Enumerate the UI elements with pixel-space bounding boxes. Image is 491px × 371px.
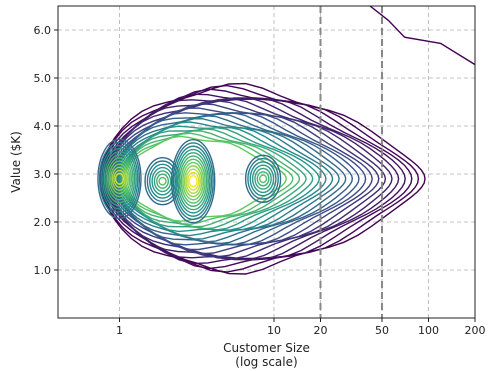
- contour-line: [118, 125, 321, 233]
- peak-contour: [177, 152, 209, 211]
- peak-contour: [175, 148, 211, 214]
- contour-line: [107, 99, 380, 258]
- contour-line: [120, 128, 307, 230]
- peak-contour: [158, 176, 167, 186]
- x-tick-label: 20: [313, 324, 327, 337]
- peak-contour: [249, 161, 277, 197]
- y-axis-label: Value ($K): [9, 131, 23, 193]
- contour-line: [99, 82, 426, 275]
- peak-contour: [178, 155, 208, 208]
- peak-contour: [185, 168, 201, 194]
- y-tick-label: 5.0: [34, 72, 52, 85]
- peak-contour: [180, 158, 206, 204]
- peak-contour: [153, 170, 172, 193]
- peak-contour: [186, 171, 200, 191]
- x-axis-ticks: 1 10 20 50 100 200: [116, 318, 486, 337]
- contour-line: [117, 121, 327, 237]
- y-axis-ticks: 1.0 2.0 3.0 4.0 5.0 6.0: [34, 24, 58, 277]
- peak-contour: [188, 174, 198, 188]
- reference-lines: [319, 6, 383, 318]
- contour-line: [104, 96, 400, 261]
- peak-contour: [111, 166, 128, 192]
- y-tick-label: 1.0: [34, 264, 52, 277]
- tail-contour: [368, 6, 475, 66]
- y-tick-label: 4.0: [34, 120, 52, 133]
- peak-contour: [258, 174, 268, 184]
- peak-contour: [256, 171, 270, 187]
- peak-contour: [98, 141, 141, 216]
- peak-contour: [156, 173, 170, 189]
- peak-contour: [174, 145, 213, 217]
- peak-contour: [151, 166, 174, 196]
- y-tick-label: 2.0: [34, 216, 52, 229]
- contour-line: [119, 126, 314, 231]
- x-tick-label: 10: [267, 324, 281, 337]
- x-axis-sublabel: (log scale): [235, 355, 297, 369]
- peak-contour: [183, 165, 203, 198]
- y-tick-label: 6.0: [34, 24, 52, 37]
- peak-contour: [251, 164, 275, 194]
- peak-contour: [170, 138, 216, 224]
- contour-line: [116, 117, 334, 240]
- peak-contour: [113, 169, 126, 188]
- peak-contour: [114, 172, 125, 185]
- x-tick-label: 200: [465, 324, 486, 337]
- peak-contour: [100, 144, 139, 213]
- peak-contour: [97, 138, 142, 220]
- x-tick-label: 50: [375, 324, 389, 337]
- peak-contour: [247, 157, 279, 200]
- peak-contour: [105, 154, 134, 204]
- peak-contour: [108, 160, 131, 198]
- peak-contour: [254, 167, 272, 190]
- x-axis-label: Customer Size: [223, 341, 310, 355]
- peak-contour: [182, 161, 205, 201]
- peak-contour: [172, 142, 214, 221]
- x-tick-label: 1: [116, 324, 123, 337]
- peak-contour: [102, 147, 137, 210]
- y-tick-label: 3.0: [34, 168, 52, 181]
- peak-contour: [106, 157, 133, 201]
- x-tick-label: 100: [418, 324, 439, 337]
- peak-contour: [110, 163, 129, 195]
- density-contours: [97, 6, 475, 275]
- peak-contour: [103, 151, 136, 207]
- peak-contour: [244, 154, 282, 204]
- plot-frame: [57, 5, 476, 319]
